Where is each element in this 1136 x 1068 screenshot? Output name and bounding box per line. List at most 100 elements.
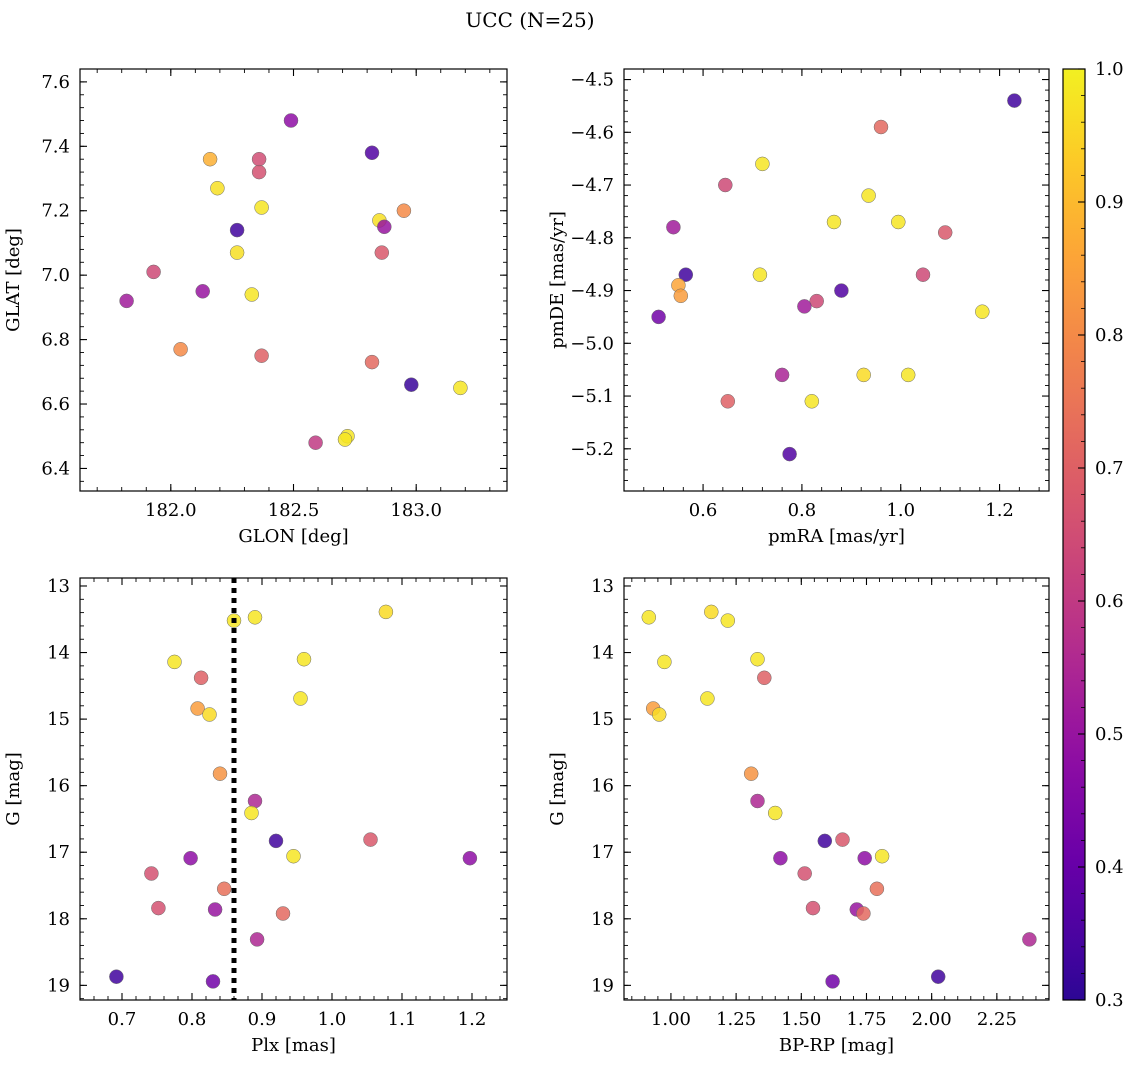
- y-tick-label: 15: [47, 709, 70, 730]
- data-point: [755, 156, 770, 172]
- scatter-points: [109, 604, 478, 989]
- data-point: [109, 969, 124, 984]
- data-point: [743, 766, 759, 781]
- x-tick-label: 0.7: [108, 1009, 137, 1030]
- y-tick-label: 19: [591, 975, 614, 996]
- panel-pm: 0.6 0.8 1.0 1.2 −5.2 −5.1 −5.0 −4.9 −4.8 −4.7 −4.6…: [547, 68, 1050, 547]
- data-point: [718, 177, 733, 193]
- data-point: [296, 651, 312, 667]
- x-tick-label: 1.2: [985, 500, 1014, 521]
- y-tick-label: −5.0: [570, 333, 614, 354]
- ticks: 0.6 0.8 1.0 1.2 −5.2 −5.1 −5.0 −4.9 −4.8 −4.7 −4.6…: [570, 68, 1049, 521]
- y-tick-label: 13: [47, 576, 70, 597]
- data-point: [666, 219, 681, 235]
- y-tick-label: 7.0: [41, 265, 70, 286]
- scatter-points: [119, 113, 468, 450]
- y-tick-label: 18: [47, 909, 70, 930]
- data-point: [244, 805, 259, 821]
- data-point: [835, 832, 850, 847]
- y-tick-label: 13: [591, 576, 614, 597]
- x-tick-label: 182.5: [268, 500, 320, 521]
- data-point: [286, 848, 301, 864]
- x-tick-label: 2.00: [912, 1009, 952, 1030]
- data-point: [378, 604, 394, 620]
- x-tick-label: 1.2: [458, 1009, 487, 1030]
- y-tick-label: −4.5: [570, 70, 614, 91]
- y-tick-label: −4.8: [570, 228, 614, 249]
- data-point: [915, 267, 931, 282]
- colorbar-tick-label: 0.8: [1095, 325, 1124, 346]
- x-tick-label: 1.00: [651, 1009, 691, 1030]
- data-point: [205, 974, 221, 989]
- data-point: [183, 850, 198, 866]
- y-tick-label: 6.4: [41, 458, 70, 479]
- data-point: [404, 377, 419, 392]
- data-point: [930, 969, 946, 984]
- x-tick-label: 0.6: [689, 500, 718, 521]
- data-point: [782, 446, 797, 462]
- y-tick-label: −5.2: [570, 439, 614, 460]
- x-tick-label: 1.0: [886, 500, 915, 521]
- colorbar-tick-label: 0.4: [1095, 857, 1124, 878]
- x-tick-label: 1.75: [846, 1009, 886, 1030]
- colorbar-tick-label: 0.6: [1095, 591, 1124, 612]
- data-point: [861, 188, 876, 203]
- data-point: [937, 225, 953, 240]
- x-tick-label: 1.25: [716, 1009, 756, 1030]
- data-point: [1007, 93, 1022, 108]
- colorbar: 0.3 0.4 0.5 0.6 0.7 0.8 0.9 1.0: [1062, 59, 1124, 1011]
- data-point: [750, 793, 765, 809]
- data-point: [704, 604, 719, 620]
- colorbar-tick-label: 0.9: [1095, 192, 1124, 213]
- y-tick-label: 7.6: [41, 72, 70, 93]
- data-point: [641, 610, 657, 625]
- panels: 182.0 182.5 183.0 6.4 6.6 6.8 7.0 7.2 7.4 7.6 GLON…: [3, 68, 1050, 1056]
- data-point: [773, 850, 788, 866]
- data-point: [797, 299, 812, 314]
- data-point: [202, 151, 218, 167]
- y-tick-label: 16: [591, 776, 614, 797]
- data-point: [757, 670, 772, 686]
- data-point: [364, 145, 380, 161]
- data-point: [254, 200, 269, 215]
- data-point: [453, 380, 468, 396]
- y-tick-label: 6.8: [41, 330, 70, 351]
- x-axis-label: pmRA [mas/yr]: [768, 526, 905, 547]
- data-point: [244, 287, 260, 302]
- data-point: [975, 304, 990, 319]
- data-point: [374, 245, 390, 260]
- x-tick-label: 0.8: [788, 500, 817, 521]
- y-axis-label: G [mag]: [547, 752, 568, 825]
- data-point: [247, 610, 263, 625]
- data-point: [293, 691, 308, 706]
- data-point: [805, 900, 821, 916]
- data-point: [720, 613, 736, 628]
- colorbar-tick-label: 0.3: [1095, 990, 1124, 1011]
- scatter-points: [641, 604, 1037, 989]
- figure-title: UCC (N=25): [465, 8, 594, 32]
- data-point: [834, 283, 849, 298]
- x-tick-label: 0.9: [248, 1009, 277, 1030]
- data-point: [337, 432, 353, 447]
- data-point: [869, 881, 885, 897]
- x-tick-label: 0.8: [178, 1009, 207, 1030]
- data-point: [275, 906, 291, 921]
- data-point: [720, 394, 736, 409]
- data-point: [364, 354, 380, 370]
- y-tick-label: 19: [47, 975, 70, 996]
- data-point: [825, 974, 840, 989]
- data-point: [774, 367, 790, 383]
- data-point: [817, 833, 833, 849]
- data-point: [678, 267, 694, 282]
- panel-plx-g: 0.7 0.8 0.9 1.0 1.1 1.2 13 14 15 16 17 18 19 Plx [mas…: [3, 576, 508, 1056]
- y-tick-label: 14: [47, 643, 70, 664]
- data-point: [212, 766, 228, 781]
- data-point: [752, 267, 768, 282]
- y-tick-label: 16: [47, 776, 70, 797]
- x-tick-label: 2.25: [977, 1009, 1017, 1030]
- data-point: [396, 203, 412, 218]
- colorbar-tick-label: 1.0: [1095, 59, 1124, 80]
- y-tick-label: 15: [591, 709, 614, 730]
- x-tick-label: 182.0: [145, 500, 197, 521]
